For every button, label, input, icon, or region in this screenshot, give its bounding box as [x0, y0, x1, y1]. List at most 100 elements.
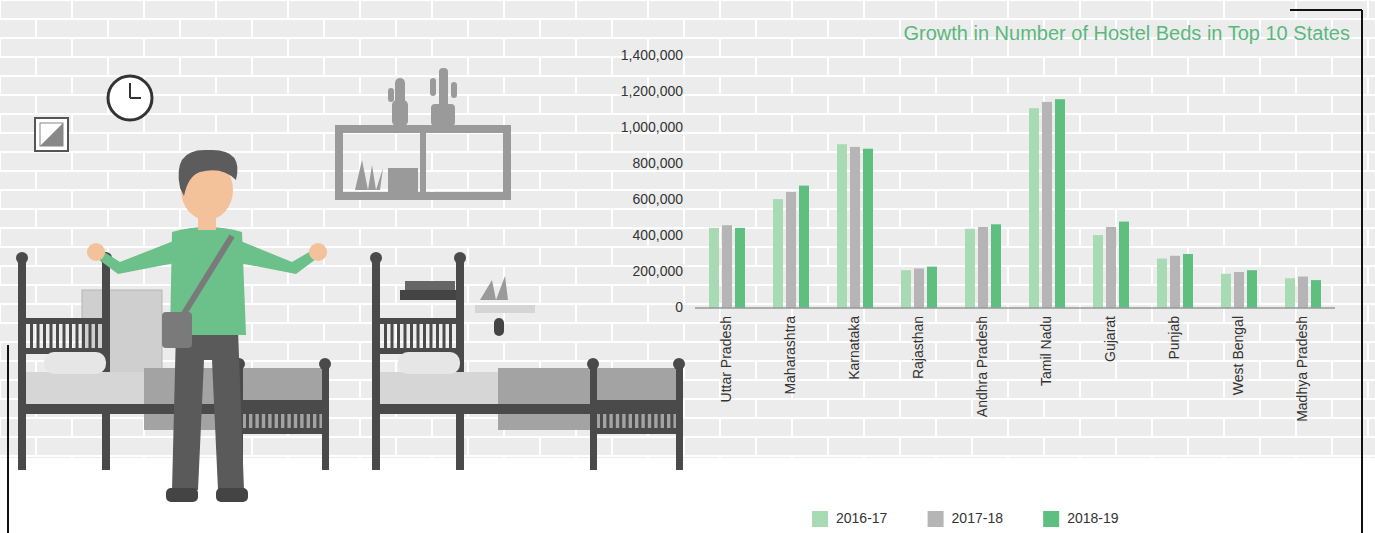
bed-slat [95, 324, 98, 348]
bed-slat [410, 324, 413, 348]
x-tick-label: Madhya Pradesh [1294, 316, 1310, 422]
bar [901, 270, 911, 308]
cactus [430, 78, 436, 96]
bar [965, 229, 975, 308]
bed-slat [670, 406, 673, 428]
bar [1183, 254, 1193, 308]
frame-line [1361, 10, 1363, 533]
bed-slat [397, 324, 400, 348]
bar [1119, 222, 1129, 308]
person-legs [172, 330, 244, 490]
bed-slat [291, 406, 294, 428]
bar [709, 228, 719, 308]
bed-post [322, 368, 329, 470]
x-tick-label: Tamil Nadu [1038, 316, 1054, 386]
bed-knob [370, 252, 382, 264]
bed-slat [638, 406, 641, 428]
bed-slat [384, 324, 387, 348]
legend-label: 2017-18 [952, 510, 1004, 526]
bed-slat [404, 324, 407, 348]
bed-slat [50, 324, 53, 348]
cactus [451, 82, 457, 98]
x-tick-label: Uttar Pradesh [718, 316, 734, 402]
bed [370, 252, 685, 470]
bed-slat [600, 406, 603, 428]
x-tick-label: Maharashtra [782, 316, 798, 395]
bed-rail [243, 428, 322, 434]
pillow [398, 352, 460, 374]
chart-title: Growth in Number of Hostel Beds in Top 1… [903, 22, 1350, 44]
bed-slat [89, 324, 92, 348]
person-arm [94, 240, 180, 274]
picture [40, 123, 63, 146]
person-hand [87, 243, 105, 261]
legend-swatch [1043, 511, 1059, 527]
bed-slat [297, 406, 300, 428]
clock [108, 76, 152, 120]
plant [355, 160, 383, 190]
bed-slat [417, 324, 420, 348]
bed-slat [63, 324, 66, 348]
shelf [339, 129, 507, 196]
x-tick-label: Karnataka [846, 316, 862, 380]
person-bag [162, 312, 192, 348]
bed-rail [26, 318, 102, 324]
bed-slat [316, 406, 319, 428]
bar [722, 225, 732, 308]
bed-rail [597, 400, 676, 406]
bed-slat [69, 324, 72, 348]
y-tick-label: 400,000 [632, 227, 683, 243]
bed-rail [380, 318, 456, 324]
bed-slat [651, 406, 654, 428]
bar [1234, 272, 1244, 308]
bar [1042, 102, 1052, 308]
bed-slat [37, 324, 40, 348]
person-hand [309, 243, 327, 261]
x-tick-label: Punjab [1166, 316, 1182, 360]
bed-slat [606, 406, 609, 428]
bar [1298, 277, 1308, 309]
bed-post [590, 368, 597, 470]
y-tick-label: 800,000 [632, 155, 683, 171]
bar [991, 224, 1001, 308]
bed-slat [259, 406, 262, 428]
bed-slat [632, 406, 635, 428]
bed-slat [252, 406, 255, 428]
bed-knob [16, 252, 28, 264]
y-tick-label: 0 [675, 299, 683, 315]
bar [1311, 280, 1321, 308]
bed-slat [443, 324, 446, 348]
bed-slat [449, 324, 452, 348]
person-arm [234, 240, 320, 274]
bed-slat [310, 406, 313, 428]
person-shoe [166, 488, 198, 502]
y-tick-label: 1,400,000 [621, 47, 683, 63]
frame-line [7, 345, 9, 533]
bed-slat [619, 406, 622, 428]
plant [480, 276, 508, 300]
bar [1221, 274, 1231, 308]
legend-swatch [812, 511, 828, 527]
bed-slat [626, 406, 629, 428]
chart: Growth in Number of Hostel Beds in Top 1… [621, 22, 1350, 527]
bar [863, 149, 873, 308]
bed-slat [436, 324, 439, 348]
bed-knob [319, 358, 331, 370]
bed-slat [272, 406, 275, 428]
bar [1106, 227, 1116, 308]
bed-knob [673, 358, 685, 370]
bed-slat [76, 324, 79, 348]
bar [1247, 270, 1257, 308]
bar [927, 267, 937, 308]
stage: Growth in Number of Hostel Beds in Top 1… [0, 0, 1375, 533]
bar [786, 192, 796, 308]
person-shoe [216, 488, 248, 502]
bed-slat [30, 324, 33, 348]
person-strap [180, 236, 232, 320]
legend-label: 2018-19 [1067, 510, 1119, 526]
brick-wall [0, 0, 1375, 458]
bed-slat [278, 406, 281, 428]
bar [735, 228, 745, 308]
x-tick-label: Gujarat [1102, 316, 1118, 362]
bed-slat [304, 406, 307, 428]
